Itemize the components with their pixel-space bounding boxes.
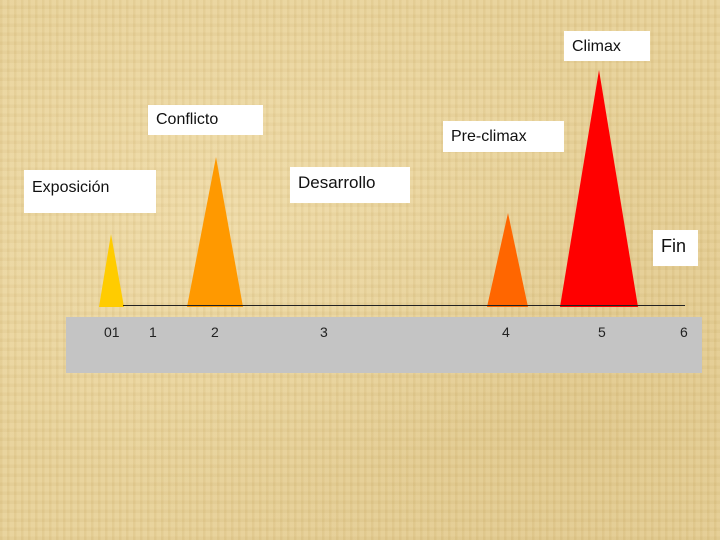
tick-6: 6	[680, 324, 688, 340]
peak-exposicion	[99, 234, 124, 307]
label-desarrollo: Desarrollo	[290, 167, 410, 203]
label-preclimax: Pre-climax	[443, 121, 564, 152]
peak-climax	[560, 70, 638, 307]
tick-5: 5	[598, 324, 606, 340]
label-conflicto: Conflicto	[148, 105, 263, 135]
label-fin: Fin	[653, 230, 698, 266]
tick-3: 3	[320, 324, 328, 340]
tick-2: 2	[211, 324, 219, 340]
tick-1: 1	[149, 324, 157, 340]
label-climax: Climax	[564, 31, 650, 61]
timeline-bar	[66, 317, 702, 373]
baseline	[123, 305, 685, 306]
peak-preclimax	[487, 213, 528, 307]
tick-4: 4	[502, 324, 510, 340]
label-exposicion: Exposición	[24, 170, 156, 213]
peak-conflicto	[187, 157, 243, 307]
tick-01: 01	[104, 324, 120, 340]
